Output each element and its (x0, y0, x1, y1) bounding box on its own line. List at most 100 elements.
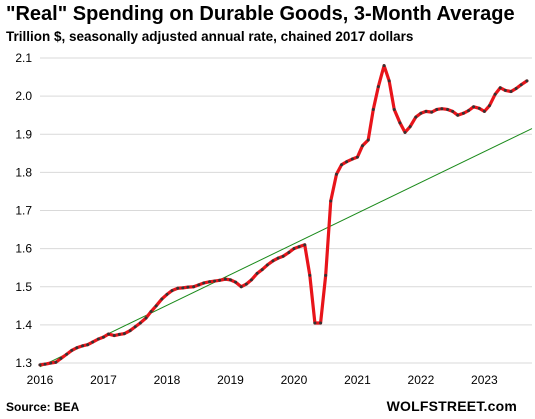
data-point-77 (446, 107, 450, 111)
data-point-60 (355, 155, 359, 159)
data-point-13 (107, 332, 111, 336)
x-tick-label-3: 2019 (217, 373, 244, 387)
data-point-63 (371, 107, 375, 111)
data-point-11 (96, 337, 100, 341)
data-point-74 (430, 110, 434, 114)
y-tick-label-4: 1.7 (15, 204, 32, 218)
data-point-76 (440, 107, 444, 111)
y-tick-label-0: 1.3 (15, 356, 32, 370)
data-point-90 (514, 87, 518, 90)
data-point-32 (208, 280, 212, 284)
data-point-19 (138, 321, 142, 325)
data-point-22 (154, 304, 158, 308)
data-point-86 (493, 92, 497, 96)
gridlines (40, 57, 532, 364)
data-point-56 (334, 172, 338, 176)
data-point-33 (213, 279, 217, 283)
data-point-20 (144, 316, 148, 320)
data-point-18 (133, 325, 137, 329)
data-point-39 (244, 282, 248, 286)
trendline (39, 128, 533, 368)
data-point-27 (181, 286, 185, 290)
data-point-40 (249, 278, 253, 282)
chart-title: "Real" Spending on Durable Goods, 3-Mont… (6, 3, 515, 25)
data-point-34 (218, 278, 222, 282)
y-tick-label-6: 1.9 (15, 127, 32, 141)
data-point-89 (509, 90, 513, 94)
x-tick-label-0: 2016 (27, 373, 54, 387)
data-point-41 (255, 271, 259, 275)
data-point-57 (340, 163, 344, 167)
y-tick-label-1: 1.4 (15, 318, 32, 332)
data-point-51 (308, 273, 312, 277)
data-point-45 (276, 256, 280, 260)
data-point-64 (376, 85, 380, 89)
y-tick-label-2: 1.5 (15, 280, 32, 294)
data-point-70 (408, 125, 412, 129)
data-point-1 (43, 362, 47, 366)
data-point-14 (112, 334, 116, 338)
data-point-25 (170, 289, 174, 293)
y-tick-label-3: 1.6 (15, 242, 32, 256)
data-point-92 (525, 79, 529, 83)
data-point-69 (403, 130, 407, 134)
data-point-71 (414, 115, 418, 119)
y-tick-label-5: 1.8 (15, 165, 32, 179)
data-point-5 (65, 352, 69, 356)
data-point-88 (503, 88, 507, 92)
data-point-29 (192, 285, 196, 289)
data-point-75 (435, 107, 439, 111)
y-tick-label-7: 2.0 (15, 89, 32, 103)
data-point-81 (467, 109, 471, 113)
data-point-68 (398, 121, 402, 125)
data-point-30 (197, 283, 201, 287)
data-point-23 (160, 297, 164, 301)
data-point-28 (186, 285, 190, 289)
data-point-61 (360, 144, 364, 148)
data-point-8 (81, 344, 85, 348)
x-axis-ticks: 2016 2017 2018 2019 2020 2021 2022 2023 (27, 373, 498, 387)
data-point-44 (271, 259, 275, 263)
series-line (38, 64, 529, 367)
data-point-67 (392, 107, 396, 111)
data-point-54 (324, 273, 328, 277)
data-point-24 (165, 292, 169, 296)
data-point-91 (519, 83, 523, 87)
y-tick-label-8: 2.1 (15, 51, 32, 65)
data-point-78 (451, 109, 455, 113)
data-point-85 (487, 104, 491, 108)
data-point-15 (117, 332, 121, 336)
source-note: Source: BEA (6, 400, 80, 414)
data-point-7 (75, 346, 79, 350)
y-axis-ticks: 1.3 1.4 1.5 1.6 1.7 1.8 1.9 2.0 2.1 (15, 51, 32, 370)
data-point-6 (70, 348, 74, 352)
x-tick-label-7: 2023 (471, 373, 498, 387)
data-point-26 (176, 286, 180, 290)
data-point-52 (313, 321, 317, 325)
data-point-50 (303, 243, 307, 247)
data-point-0 (38, 363, 42, 367)
data-point-36 (228, 278, 232, 282)
data-point-3 (54, 360, 58, 364)
data-point-73 (424, 109, 428, 113)
data-point-12 (101, 335, 105, 339)
data-point-17 (128, 329, 132, 333)
trend-line (39, 128, 533, 368)
data-point-72 (419, 111, 423, 115)
data-point-2 (49, 361, 53, 365)
x-tick-label-4: 2020 (281, 373, 308, 387)
data-point-58 (345, 160, 349, 164)
data-point-4 (59, 356, 63, 360)
data-point-10 (91, 340, 95, 344)
data-point-9 (86, 343, 90, 347)
data-point-83 (477, 106, 481, 110)
data-point-62 (366, 138, 370, 142)
data-point-49 (297, 245, 301, 249)
x-tick-label-1: 2017 (90, 373, 117, 387)
data-point-65 (382, 64, 386, 68)
data-point-38 (239, 285, 243, 289)
x-tick-label-2: 2018 (154, 373, 181, 387)
data-point-48 (292, 247, 296, 251)
series-path (38, 64, 529, 367)
